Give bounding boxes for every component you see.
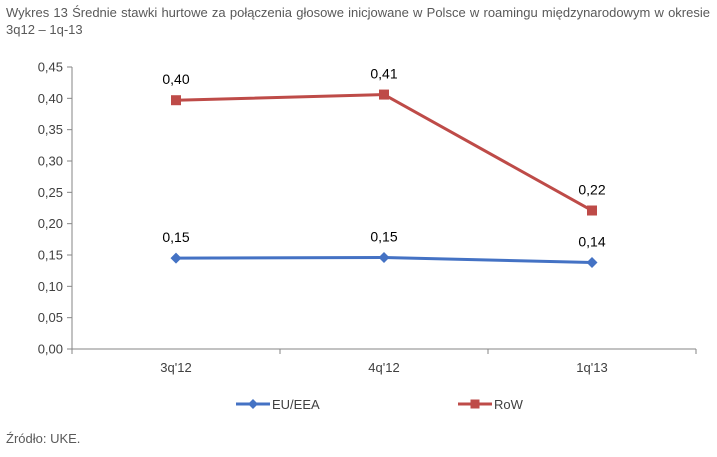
x-tick-label: 1q'13	[576, 360, 607, 375]
series-row: 0,40 0,41 0,22	[162, 66, 606, 216]
series-line	[175, 93, 593, 212]
legend-label: RoW	[494, 397, 524, 412]
data-point	[171, 95, 181, 106]
chart-caption: Wykres 13 Średnie stawki hurtowe za połą…	[6, 5, 710, 37]
y-tick-label: 0,00	[38, 342, 63, 357]
x-tick-label: 4q'12	[368, 360, 399, 375]
data-label: 0,14	[578, 234, 605, 250]
data-label: 0,22	[578, 182, 605, 198]
data-label: 0,15	[162, 229, 189, 245]
source-note: Źródło: UKE.	[6, 431, 81, 446]
data-point	[170, 252, 182, 264]
data-point	[587, 205, 597, 216]
y-tick-label: 0,05	[38, 310, 63, 325]
y-tick-label: 0,15	[38, 248, 63, 263]
data-label: 0,15	[370, 229, 397, 245]
y-tick-label: 0,25	[38, 185, 63, 200]
data-point	[378, 252, 390, 264]
legend-label: EU/EEA	[272, 397, 320, 412]
legend-marker	[470, 399, 480, 409]
y-tick-label: 0,35	[38, 122, 63, 137]
y-tick-label: 0,10	[38, 279, 63, 294]
data-label: 0,41	[370, 66, 397, 82]
series-layer: 0,15 0,15 0,14 0,40 0,41 0,22	[162, 66, 606, 269]
data-point	[586, 257, 598, 269]
x-tick-label: 3q'12	[160, 360, 191, 375]
y-tick-label: 0,20	[38, 216, 63, 231]
y-tick-label: 0,45	[38, 60, 63, 75]
y-tick-label: 0,40	[38, 91, 63, 106]
legend-item-row: RoW	[458, 397, 524, 412]
y-tick-label: 0,30	[38, 154, 63, 169]
legend: EU/EEA RoW	[236, 397, 524, 412]
series-eu-eea: 0,15 0,15 0,14	[162, 229, 606, 269]
legend-marker	[248, 399, 258, 409]
axes: 0,00 0,05 0,10 0,15 0,20 0,25 0,30 0,35 0,40 0,45…	[38, 60, 697, 375]
data-point	[379, 89, 389, 100]
legend-item-eu-eea: EU/EEA	[236, 397, 320, 412]
data-label: 0,40	[162, 71, 189, 87]
